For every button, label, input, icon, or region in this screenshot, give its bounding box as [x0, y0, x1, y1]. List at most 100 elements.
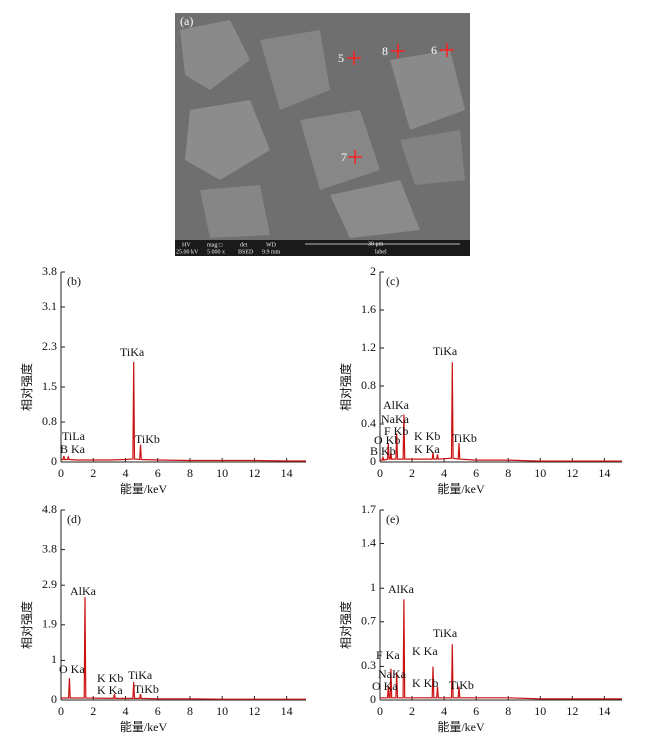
peak-label: TiKb — [135, 432, 160, 446]
info-text: 25.00 kV — [176, 249, 199, 255]
y-tick-label: 0 — [370, 454, 376, 468]
peak-label: K Kb — [97, 671, 123, 685]
panel-label: (a) — [180, 14, 193, 28]
y-tick-label: 1 — [370, 580, 376, 594]
peak-label: NaKa — [381, 412, 410, 426]
y-tick-label: 3.8 — [42, 541, 57, 555]
x-tick-label: 8 — [187, 704, 193, 718]
x-tick-label: 6 — [155, 466, 161, 480]
peak-label: TiKb — [449, 678, 474, 692]
peak-label: K Ka — [97, 683, 123, 697]
x-tick-label: 14 — [281, 466, 293, 480]
x-tick-label: 2 — [409, 466, 415, 480]
peak-label: AlKa — [383, 398, 410, 412]
y-tick-label: 2.3 — [42, 339, 57, 353]
x-tick-label: 14 — [598, 466, 610, 480]
x-tick-label: 12 — [566, 466, 578, 480]
x-tick-label: 0 — [58, 704, 64, 718]
x-tick-label: 10 — [216, 466, 228, 480]
y-axis-label: 相对强度 — [19, 601, 34, 649]
x-tick-label: 14 — [281, 704, 293, 718]
peak-label: TiKa — [433, 626, 458, 640]
x-tick-label: 10 — [534, 466, 546, 480]
info-text: mag □ — [207, 242, 223, 248]
y-tick-label: 1.5 — [42, 379, 57, 393]
peak-label: K Kb — [412, 676, 438, 690]
info-text: label — [375, 249, 387, 255]
point-label: 6 — [431, 43, 437, 57]
peak-label: TiKb — [452, 431, 477, 445]
x-tick-label: 2 — [90, 704, 96, 718]
peak-label: F Ka — [376, 648, 400, 662]
y-axis-label: 相对强度 — [338, 363, 353, 411]
panel-label: (b) — [67, 274, 81, 288]
x-tick-label: 0 — [377, 466, 383, 480]
y-tick-label: 1.2 — [361, 340, 376, 354]
x-axis-label: 能量/keV — [120, 482, 168, 496]
grain — [390, 50, 465, 130]
spectrum-line — [380, 362, 622, 462]
x-tick-label: 4 — [122, 466, 128, 480]
peak-label: TiKa — [433, 344, 458, 358]
peak-label: TiKa — [120, 345, 145, 359]
markers — [347, 43, 454, 164]
info-text: WD — [266, 242, 277, 248]
spectrum-line — [61, 361, 306, 462]
point-label: 8 — [382, 44, 388, 58]
x-tick-label: 2 — [409, 704, 415, 718]
x-tick-label: 6 — [473, 704, 479, 718]
y-tick-label: 2 — [370, 264, 376, 278]
peak-label: O Ka — [372, 679, 398, 693]
peak-label: B Kb — [370, 444, 396, 458]
y-axis-label: 相对强度 — [338, 601, 353, 649]
peak-label: AlKa — [388, 582, 415, 596]
y-tick-label: 0 — [370, 692, 376, 706]
panel-label: (d) — [67, 512, 81, 526]
y-tick-label: 1.7 — [361, 502, 376, 516]
y-tick-label: 3.1 — [42, 299, 57, 313]
y-tick-label: 0.4 — [361, 416, 376, 430]
grain — [400, 130, 465, 185]
grain — [330, 180, 420, 238]
x-tick-label: 10 — [216, 704, 228, 718]
x-axis-label: 能量/keV — [437, 720, 485, 734]
peak-label: NaKa — [378, 667, 407, 681]
peak-label: K Ka — [414, 442, 440, 456]
peak-label: TiKa — [128, 668, 153, 682]
crosshairs — [347, 43, 454, 164]
panel-label: (c) — [386, 274, 399, 288]
y-tick-label: 0 — [51, 692, 57, 706]
x-tick-label: 4 — [122, 704, 128, 718]
x-tick-label: 8 — [505, 704, 511, 718]
y-tick-label: 1 — [51, 652, 57, 666]
y-tick-label: 0 — [51, 454, 57, 468]
peak-label: K Kb — [414, 429, 440, 443]
grain — [200, 185, 270, 238]
x-tick-label: 12 — [566, 704, 578, 718]
x-tick-label: 8 — [187, 466, 193, 480]
y-tick-label: 0.7 — [361, 614, 376, 628]
peak-label: K Ka — [412, 644, 438, 658]
info-text: det — [240, 242, 248, 248]
y-tick-label: 1.6 — [361, 302, 376, 316]
peak-label: TiLa — [62, 429, 86, 443]
y-tick-label: 2.9 — [42, 577, 57, 591]
x-tick-label: 0 — [377, 704, 383, 718]
y-tick-label: 3.8 — [42, 264, 57, 278]
x-tick-label: 8 — [505, 466, 511, 480]
y-tick-label: 0.3 — [361, 658, 376, 672]
peak-label: TiKb — [134, 682, 159, 696]
sem-image: (a) 5 8 6 7 HV mag □ det WD 30 μm 25.00 … — [175, 13, 470, 256]
panel-label: (e) — [386, 512, 399, 526]
peak-label: F Kb — [384, 424, 408, 438]
grain — [300, 110, 380, 190]
peak-label: O Kb — [374, 433, 400, 447]
x-tick-label: 10 — [534, 704, 546, 718]
x-tick-label: 14 — [598, 704, 610, 718]
spectrum-line — [380, 599, 622, 700]
info-text: 9.9 mm — [262, 249, 281, 255]
point-label: 7 — [341, 150, 347, 164]
y-tick-label: 0.8 — [361, 378, 376, 392]
y-tick-label: 1.4 — [361, 535, 376, 549]
